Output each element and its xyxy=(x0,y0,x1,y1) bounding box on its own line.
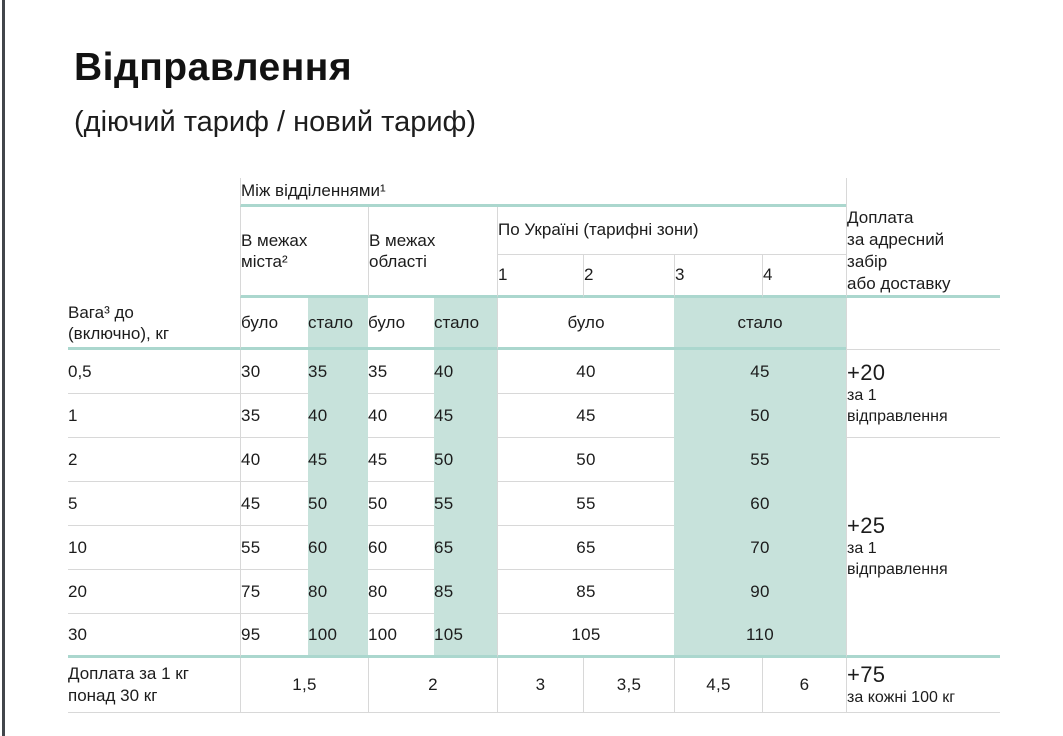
subheader-was: було xyxy=(368,298,434,351)
price-cell: 35 xyxy=(368,350,434,395)
surcharge-amount: +25 xyxy=(847,513,886,539)
subheader-was: було xyxy=(240,298,308,351)
price-cell-highlight: 35 xyxy=(308,350,368,395)
weight-cell: 1 xyxy=(68,394,240,439)
spacer-cell xyxy=(68,207,240,255)
price-cell: 35 xyxy=(240,394,308,439)
header-within-city: В межах міста² xyxy=(240,207,368,299)
price-cell-highlight: 60 xyxy=(674,482,847,527)
weight-cell: 5 xyxy=(68,482,240,527)
price-cell-highlight: 80 xyxy=(308,570,368,615)
price-cell: 95 xyxy=(240,614,308,659)
header-across-ukraine: По Україні (тарифні зони) xyxy=(497,207,847,255)
subheader-now: стало xyxy=(308,298,368,351)
weight-cell: 30 xyxy=(68,614,240,659)
price-cell-highlight: 50 xyxy=(434,438,497,483)
price-cell: 50 xyxy=(497,438,674,483)
header-address-surcharge: Доплата за адресний забір або доставку xyxy=(846,207,1001,299)
header-zone-2: 2 xyxy=(583,254,674,299)
weight-cell: 10 xyxy=(68,526,240,571)
overweight-label: Доплата за 1 кг понад 30 кг xyxy=(68,658,240,714)
surcharge-cell: +75 за кожні 100 кг xyxy=(846,658,1001,714)
spacer-cell xyxy=(846,178,1000,207)
subheader-now: стало xyxy=(674,298,847,351)
surcharge-note: за кожні 100 кг xyxy=(847,689,956,707)
price-cell-highlight: 90 xyxy=(674,570,847,615)
price-cell-highlight: 65 xyxy=(434,526,497,571)
price-cell-highlight: 40 xyxy=(434,350,497,395)
page-title: Відправлення xyxy=(74,46,353,89)
page-subtitle: (діючий тариф / новий тариф) xyxy=(74,106,477,138)
weight-cell: 2 xyxy=(68,438,240,483)
price-cell-highlight: 85 xyxy=(434,570,497,615)
spacer-cell xyxy=(68,178,240,207)
subheader-was: було xyxy=(497,298,674,351)
price-cell: 30 xyxy=(240,350,308,395)
spacer-cell xyxy=(68,255,240,299)
overweight-zone-3: 4,5 xyxy=(674,658,762,714)
price-cell: 100 xyxy=(368,614,434,659)
price-cell: 105 xyxy=(497,614,674,659)
price-cell-highlight: 105 xyxy=(434,614,497,659)
surcharge-note: за 1 відправлення xyxy=(847,540,948,578)
surcharge-amount: +20 xyxy=(847,360,886,386)
surcharge-cell: +25 за 1 відправлення xyxy=(846,438,1001,659)
price-cell: 40 xyxy=(368,394,434,439)
price-cell: 45 xyxy=(497,394,674,439)
header-zone-4: 4 xyxy=(762,254,847,299)
header-zone-1: 1 xyxy=(497,254,583,299)
window-edge xyxy=(2,0,5,736)
price-cell-highlight: 45 xyxy=(308,438,368,483)
price-cell-highlight: 50 xyxy=(674,394,847,439)
overweight-city: 1,5 xyxy=(240,658,368,714)
price-cell-highlight: 55 xyxy=(674,438,847,483)
header-zone-3: 3 xyxy=(674,254,762,299)
weight-cell: 20 xyxy=(68,570,240,615)
price-cell-highlight: 55 xyxy=(434,482,497,527)
price-cell: 45 xyxy=(240,482,308,527)
header-weight: Вага³ до (включно), кг xyxy=(68,298,240,351)
price-cell: 45 xyxy=(368,438,434,483)
price-cell-highlight: 40 xyxy=(308,394,368,439)
price-cell-highlight: 110 xyxy=(674,614,847,659)
price-cell: 55 xyxy=(240,526,308,571)
overweight-zone-4: 6 xyxy=(762,658,847,714)
surcharge-amount: +75 xyxy=(847,662,886,688)
price-cell-highlight: 60 xyxy=(308,526,368,571)
surcharge-note: за 1 відправлення xyxy=(847,387,948,425)
price-cell-highlight: 100 xyxy=(308,614,368,659)
price-cell: 80 xyxy=(368,570,434,615)
price-cell: 50 xyxy=(368,482,434,527)
overweight-zone-2: 3,5 xyxy=(583,658,674,714)
overweight-oblast: 2 xyxy=(368,658,497,714)
price-cell: 40 xyxy=(240,438,308,483)
spacer-cell xyxy=(846,298,1001,351)
header-within-oblast: В межах області xyxy=(368,207,497,299)
price-cell-highlight: 50 xyxy=(308,482,368,527)
price-cell-highlight: 70 xyxy=(674,526,847,571)
price-cell: 85 xyxy=(497,570,674,615)
header-between-branches: Між відділеннями¹ xyxy=(240,178,847,207)
price-cell: 75 xyxy=(240,570,308,615)
price-cell-highlight: 45 xyxy=(674,350,847,395)
price-cell: 65 xyxy=(497,526,674,571)
weight-cell: 0,5 xyxy=(68,350,240,395)
price-cell-highlight: 45 xyxy=(434,394,497,439)
price-cell: 40 xyxy=(497,350,674,395)
surcharge-cell: +20 за 1 відправлення xyxy=(846,350,1001,439)
price-cell: 60 xyxy=(368,526,434,571)
subheader-now: стало xyxy=(434,298,497,351)
overweight-zone-1: 3 xyxy=(497,658,583,714)
tariff-table: Між відділеннями¹ В межах міста² В межах… xyxy=(68,178,1001,714)
price-cell: 55 xyxy=(497,482,674,527)
